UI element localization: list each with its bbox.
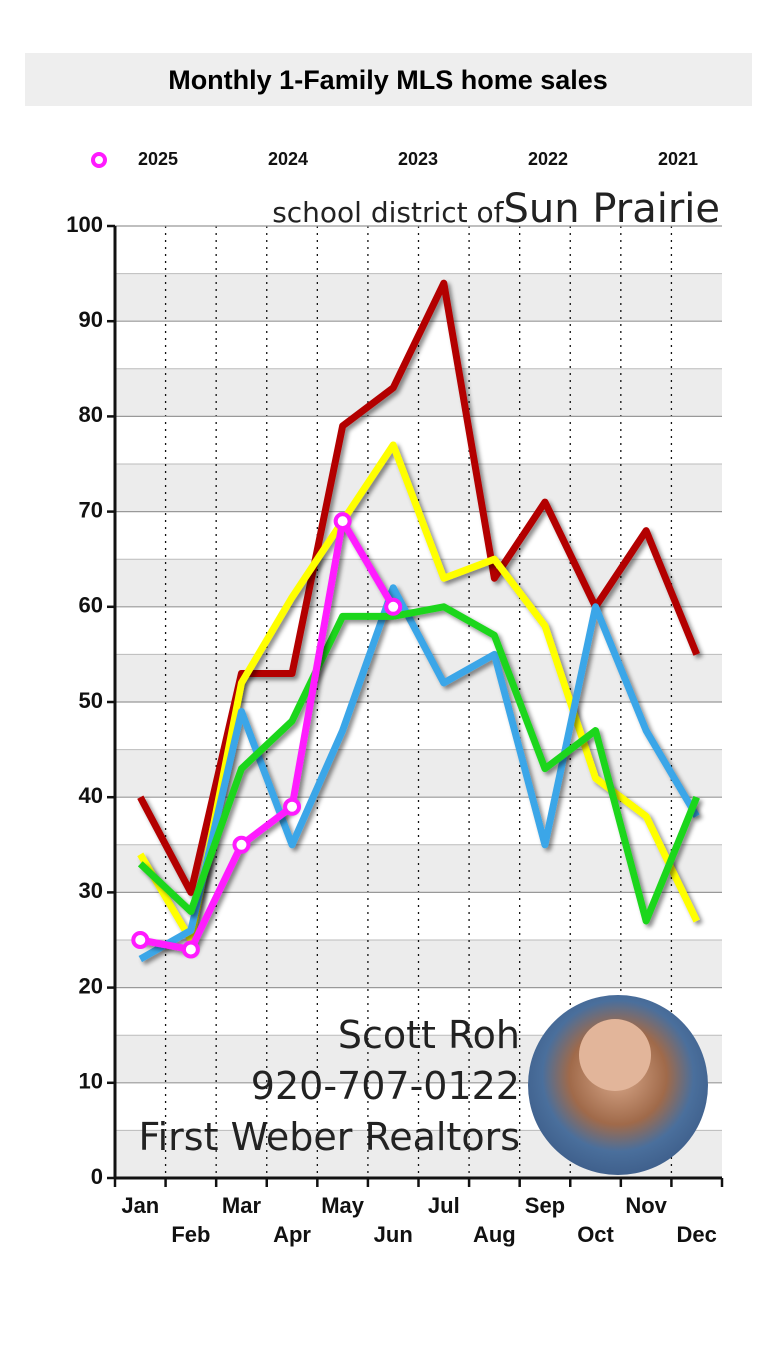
legend-label: 2022 — [528, 149, 568, 169]
y-tick-label: 20 — [79, 973, 103, 998]
x-tick-label: Jun — [374, 1222, 413, 1247]
x-tick-label: May — [321, 1193, 365, 1218]
legend-label: 2025 — [138, 149, 178, 169]
x-tick-label: Jan — [121, 1193, 159, 1218]
y-tick-label: 40 — [79, 783, 103, 808]
annotation: 920-707-0122 — [251, 1064, 520, 1108]
location-text: Sun Prairie — [504, 186, 720, 232]
subtitle: school district ofSun Prairie — [272, 186, 720, 232]
annotation: Scott Roh — [338, 1013, 520, 1057]
agent-photo-face — [579, 1019, 651, 1091]
title-box — [25, 53, 752, 106]
series-line — [138, 584, 700, 963]
x-tick-label: Nov — [625, 1193, 667, 1218]
subtitle-text: school district of — [272, 196, 504, 229]
legend-marker — [91, 152, 107, 168]
y-tick-label: 30 — [79, 878, 103, 903]
legend: 2025 2024 2023 2022 2021 — [75, 149, 698, 169]
x-tick-label: Sep — [525, 1193, 565, 1218]
legend-label: 2021 — [658, 149, 698, 169]
chart-title: Monthly 1-Family MLS home sales — [168, 65, 608, 95]
y-tick-label: 70 — [79, 497, 103, 522]
x-tick-label: Mar — [222, 1193, 262, 1218]
x-tick-label: Feb — [171, 1222, 210, 1247]
y-tick-label: 10 — [79, 1069, 103, 1094]
legend-label: 2024 — [268, 149, 308, 169]
x-tick-label: Jul — [428, 1193, 460, 1218]
y-tick-label: 50 — [79, 688, 103, 713]
point-marker — [384, 597, 403, 616]
x-tick-label: Dec — [677, 1222, 717, 1247]
y-tick-label: 60 — [79, 593, 103, 618]
point-marker — [181, 940, 200, 959]
y-tick-label: 80 — [79, 402, 103, 427]
y-tick-label: 90 — [79, 307, 103, 332]
point-marker — [131, 931, 150, 949]
y-tick-label: 100 — [66, 212, 103, 237]
legend-label: 2023 — [398, 149, 438, 169]
point-marker — [333, 512, 352, 531]
point-marker — [283, 797, 302, 816]
y-tick-label: 0 — [91, 1164, 103, 1189]
x-tick-label: Aug — [473, 1222, 516, 1247]
x-tick-label: Apr — [273, 1222, 311, 1247]
series-line — [137, 441, 700, 944]
point-marker — [232, 835, 251, 854]
x-tick-label: Oct — [577, 1222, 614, 1247]
series-line — [137, 603, 700, 925]
annotation: First Weber Realtors — [139, 1115, 520, 1159]
